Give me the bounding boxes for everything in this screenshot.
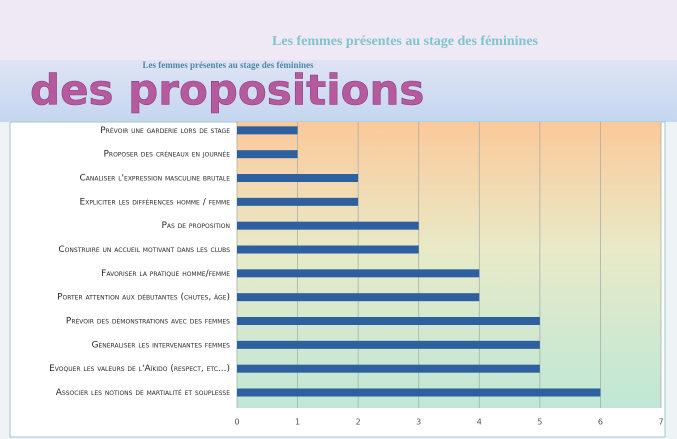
y-tick-label: Favoriser la pratique homme/femme — [101, 269, 230, 279]
bar — [237, 174, 359, 183]
y-tick-label: Pas de proposition — [161, 221, 230, 231]
plot-area — [237, 122, 661, 408]
bar — [237, 269, 480, 278]
bar — [237, 221, 419, 230]
x-tick-label: 6 — [598, 418, 603, 427]
bar — [237, 126, 298, 135]
y-tick-label: Généraliser les intervenantes femmes — [92, 340, 231, 350]
y-tick-label: Prévoir une garderie lors de stage — [100, 126, 230, 136]
x-tick-label: 5 — [537, 418, 542, 427]
bar — [237, 317, 540, 326]
y-tick-label: Proposer des créneaux en journée — [103, 150, 230, 160]
x-tick-label: 0 — [234, 418, 239, 427]
x-tick-label: 7 — [658, 418, 663, 427]
x-tick-label: 4 — [477, 418, 482, 427]
y-tick-label: Construire un accueil motivant dans les … — [58, 245, 230, 255]
y-tick-label: Associer les notions de martialité et so… — [56, 388, 230, 398]
bar — [237, 245, 419, 254]
bar — [237, 364, 540, 373]
x-tick-label: 3 — [416, 418, 421, 427]
bar — [237, 197, 359, 206]
x-tick-label: 2 — [356, 418, 361, 427]
y-tick-label: Expliciter les différences homme / femme — [80, 197, 231, 207]
bar — [237, 340, 540, 349]
y-tick-label: Prévoir des démonstrations avec des femm… — [66, 317, 230, 327]
subtitle: Les femmes présentes au stage des fémini… — [143, 60, 314, 70]
bar — [237, 388, 601, 397]
chart: 0 1 2 3 4 5 6 7 Prévoir une garderie lors de sta… — [49, 122, 664, 427]
heading: des propositions — [30, 66, 424, 115]
y-tick-label: Canaliser l'expression masculine brutale — [79, 174, 230, 184]
bar — [237, 293, 480, 302]
heading-band — [0, 60, 677, 122]
y-tick-label: Evoquer les valeurs de l'Aïkido (respect… — [49, 364, 230, 374]
top-band — [0, 0, 677, 60]
title: Les femmes présentes au stage des fémini… — [272, 34, 539, 49]
x-tick-label: 1 — [295, 418, 300, 427]
y-tick-label: Porter attention aux débutantes (chutes,… — [57, 293, 230, 303]
bar — [237, 150, 298, 159]
